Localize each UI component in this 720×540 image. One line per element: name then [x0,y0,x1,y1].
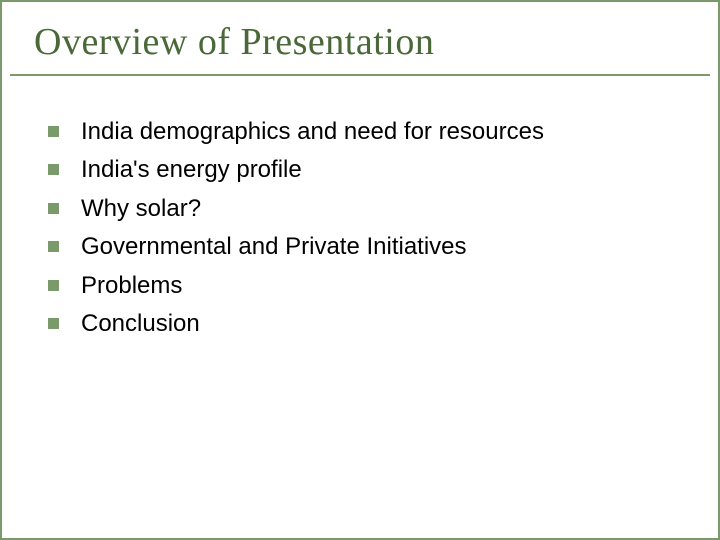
list-item: Problems [48,270,678,302]
list-item: Conclusion [48,308,678,340]
title-area: Overview of Presentation [10,2,710,76]
list-item: India demographics and need for resource… [48,116,678,148]
bullet-text: Problems [81,270,182,302]
square-bullet-icon [48,280,59,291]
bullet-text: Conclusion [81,308,200,340]
bullet-text: India's energy profile [81,154,302,186]
square-bullet-icon [48,241,59,252]
list-item: India's energy profile [48,154,678,186]
slide-title: Overview of Presentation [34,20,686,64]
square-bullet-icon [48,203,59,214]
square-bullet-icon [48,318,59,329]
square-bullet-icon [48,164,59,175]
bullet-text: Why solar? [81,193,201,225]
content-area: India demographics and need for resource… [2,76,718,366]
slide-frame: Overview of Presentation India demograph… [0,0,720,540]
list-item: Governmental and Private Initiatives [48,231,678,263]
bullet-text: Governmental and Private Initiatives [81,231,467,263]
bullet-text: India demographics and need for resource… [81,116,544,148]
square-bullet-icon [48,126,59,137]
list-item: Why solar? [48,193,678,225]
bullet-list: India demographics and need for resource… [48,116,678,340]
